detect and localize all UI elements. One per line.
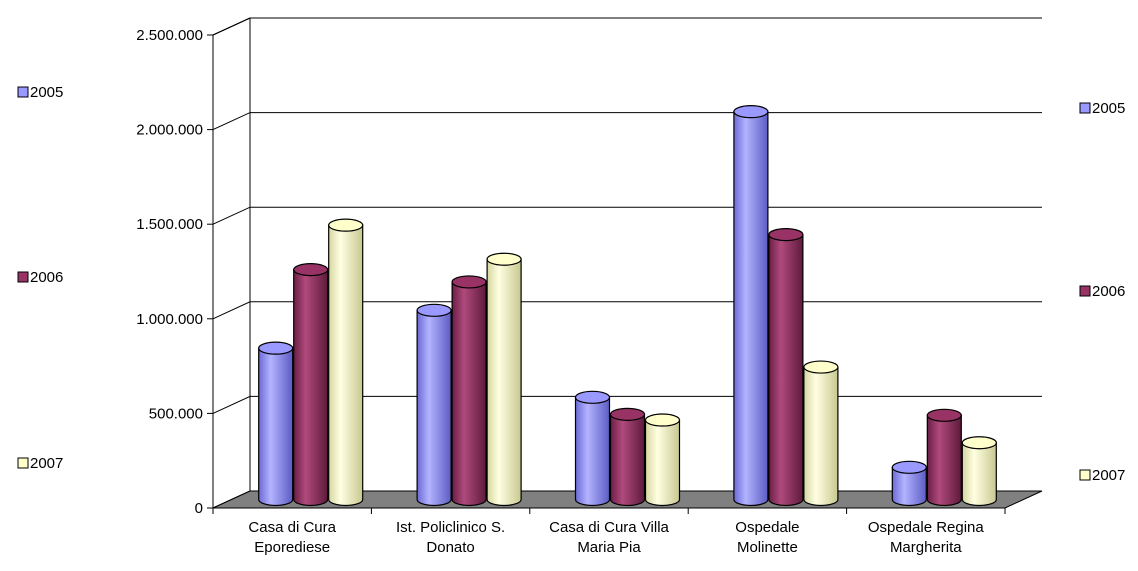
legend-label: 2007 xyxy=(30,455,63,472)
y-axis-ticks: 0 500.000 1.000.000 1.500.000 2.000.000 2.500… xyxy=(136,27,213,517)
legend-swatch xyxy=(1079,102,1091,114)
bar-top xyxy=(293,263,329,277)
bar-2005-4 xyxy=(891,460,927,507)
bar-2005-0 xyxy=(258,341,294,507)
gridline xyxy=(212,112,1042,131)
bar-top xyxy=(926,408,962,422)
legend-left: 2005 2006 2007 xyxy=(17,84,63,472)
legend-label: 2005 xyxy=(1092,100,1125,117)
bar-2007-0 xyxy=(328,218,364,507)
y-tick-label: 1.500.000 xyxy=(136,216,203,233)
bars xyxy=(258,105,997,507)
x-category-label: Ospedale Regina Margherita xyxy=(868,519,985,556)
legend-item-2005: 2005 xyxy=(17,84,63,101)
bar-top xyxy=(961,436,997,450)
legend-swatch xyxy=(17,271,29,283)
x-category-label: Ospedale Molinette xyxy=(735,519,799,556)
bar-top xyxy=(644,413,681,427)
bar-body xyxy=(258,347,294,507)
bar-top xyxy=(891,460,927,474)
bar-top xyxy=(416,303,452,317)
legend-item-2007: 2007 xyxy=(1079,467,1125,484)
bar-top xyxy=(486,252,522,266)
x-category-label: Casa di Cura Eporediese xyxy=(248,519,336,556)
legend-item-2005: 2005 xyxy=(1079,100,1125,117)
chart-walls xyxy=(212,17,251,509)
bar-body xyxy=(574,396,611,507)
bar-body xyxy=(733,111,769,507)
legend-label: 2006 xyxy=(1092,283,1125,300)
y-tick-label: 0 xyxy=(195,500,203,517)
y-tick-label: 1.000.000 xyxy=(136,311,203,328)
legend-swatch xyxy=(17,457,29,469)
bar-top xyxy=(609,407,646,421)
side-wall xyxy=(212,17,251,509)
legend-swatch xyxy=(1079,285,1091,297)
bar-top xyxy=(768,228,804,242)
x-category-label: Casa di Cura Villa Maria Pia xyxy=(549,519,669,556)
x-axis-categories: Casa di Cura Eporediese Ist. Policlinico S… xyxy=(248,519,984,556)
gridline xyxy=(212,206,1042,225)
y-tick-label: 2.000.000 xyxy=(136,122,203,139)
legend-label: 2005 xyxy=(30,84,63,101)
bar-2006-2 xyxy=(609,407,646,507)
bar-2007-3 xyxy=(803,360,839,507)
legend-label: 2006 xyxy=(30,269,63,286)
bar-2006-3 xyxy=(768,228,804,507)
x-category-label: Ist. Policlinico S. Donato xyxy=(396,519,505,556)
bar-body xyxy=(644,419,681,507)
y-tick-label: 500.000 xyxy=(149,405,203,422)
bar-body xyxy=(768,234,804,507)
legend-item-2007: 2007 xyxy=(17,455,63,472)
bar-2007-2 xyxy=(644,413,681,507)
bar-body xyxy=(891,466,927,507)
bar-body xyxy=(926,414,962,507)
axes xyxy=(209,35,1006,514)
bar-body xyxy=(803,366,839,507)
bar-2005-3 xyxy=(733,105,769,507)
bar-body xyxy=(451,281,487,507)
legend-label: 2007 xyxy=(1092,467,1125,484)
bar-top xyxy=(258,341,294,355)
bar-2007-4 xyxy=(961,436,997,507)
legend-swatch xyxy=(1079,469,1091,481)
legend-right: 2005 2006 2007 xyxy=(1079,100,1125,484)
bar-2006-1 xyxy=(451,275,487,507)
bar-2006-0 xyxy=(293,263,329,507)
bar-2005-1 xyxy=(416,303,452,507)
legend-swatch xyxy=(17,86,29,98)
legend-item-2006: 2006 xyxy=(17,269,63,286)
bar-2007-1 xyxy=(486,252,522,507)
y-tick-label: 2.500.000 xyxy=(136,27,203,44)
bar-2005-2 xyxy=(574,390,611,507)
bar-body xyxy=(328,224,364,507)
bar-top xyxy=(733,105,769,119)
bar-body xyxy=(293,269,329,507)
bar-body xyxy=(416,309,452,507)
bar-top xyxy=(328,218,364,232)
bar-body xyxy=(961,442,997,507)
gridline xyxy=(212,17,1042,36)
bar-body xyxy=(609,413,646,507)
legend-item-2006: 2006 xyxy=(1079,283,1125,300)
bar-top xyxy=(451,275,487,289)
bar-top xyxy=(574,390,611,404)
bar-body xyxy=(486,258,522,507)
bar-2006-4 xyxy=(926,408,962,507)
bar-top xyxy=(803,360,839,374)
